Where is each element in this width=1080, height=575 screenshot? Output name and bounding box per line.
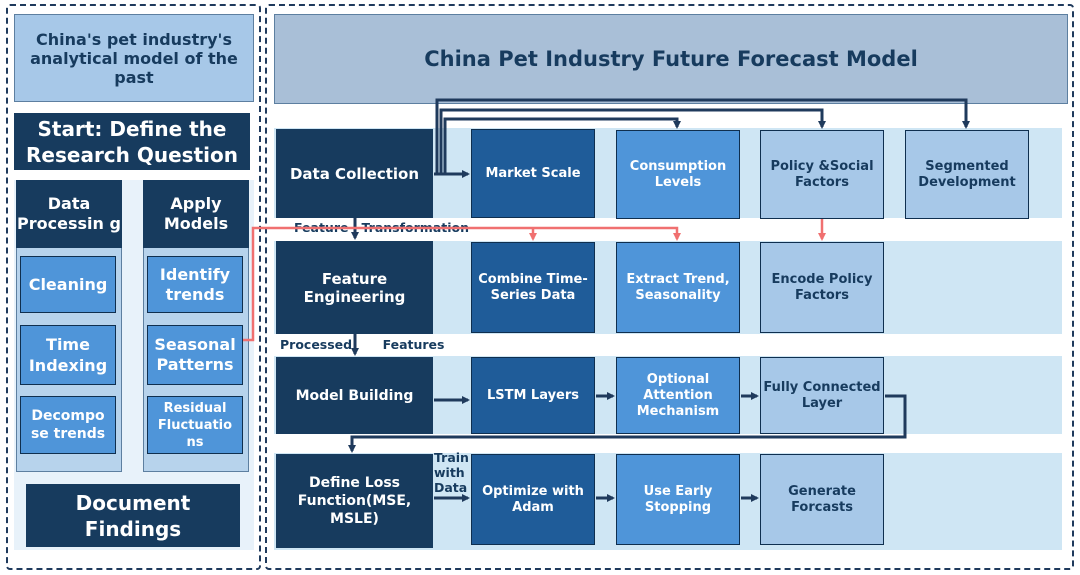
combine-time-series-box: Combine Time-Series Data bbox=[471, 242, 595, 333]
identify-trends-box: Identify trends bbox=[147, 256, 243, 313]
data-collection-box: Data Collection bbox=[276, 129, 433, 218]
cleaning-box: Cleaning bbox=[20, 256, 116, 313]
time-indexing-box: Time Indexing bbox=[20, 325, 116, 385]
train-with-data-label: Train with Data bbox=[434, 450, 469, 495]
apply-models-header: Apply Models bbox=[143, 180, 249, 248]
fully-connected-layer-box: Fully Connected Layer bbox=[760, 357, 884, 434]
seasonal-patterns-box: Seasonal Patterns bbox=[147, 325, 243, 385]
feature-transformation-label: Feature Transformation bbox=[294, 220, 470, 235]
market-scale-box: Market Scale bbox=[471, 129, 595, 218]
feature-engineering-box: Feature Engineering bbox=[276, 241, 433, 334]
start-label: Start: Define the Research Question bbox=[26, 116, 238, 167]
processed-features-label: Processed Features bbox=[280, 337, 445, 352]
decompose-trends-box: Decompo se trends bbox=[20, 396, 116, 454]
policy-social-factors-box: Policy &Social Factors bbox=[760, 130, 884, 219]
right-title-box: China Pet Industry Future Forecast Model bbox=[274, 14, 1068, 104]
start-box: Start: Define the Research Question bbox=[14, 113, 250, 170]
extract-trend-box: Extract Trend, Seasonality bbox=[616, 242, 740, 333]
right-title: China Pet Industry Future Forecast Model bbox=[424, 47, 918, 71]
loss-function-box: Define Loss Function(MSE, MSLE) bbox=[276, 454, 433, 548]
residual-fluctuations-box: Residual Fluctuatio ns bbox=[147, 396, 243, 454]
attention-mechanism-box: Optional Attention Mechanism bbox=[616, 357, 740, 434]
consumption-levels-box: Consumption Levels bbox=[616, 130, 740, 219]
lstm-layers-box: LSTM Layers bbox=[471, 357, 595, 434]
early-stopping-box: Use Early Stopping bbox=[616, 454, 740, 545]
data-processing-header: Data Processin g bbox=[16, 180, 122, 248]
left-title: China's pet industry's analytical model … bbox=[30, 29, 238, 87]
model-building-box: Model Building bbox=[276, 357, 433, 434]
encode-policy-box: Encode Policy Factors bbox=[760, 242, 884, 333]
generate-forecasts-box: Generate Forcasts bbox=[760, 454, 884, 545]
document-findings-box: Document Findings bbox=[26, 484, 240, 547]
left-title-box: China's pet industry's analytical model … bbox=[14, 14, 254, 102]
segmented-development-box: Segmented Development bbox=[905, 130, 1029, 219]
optimize-adam-box: Optimize with Adam bbox=[471, 454, 595, 545]
